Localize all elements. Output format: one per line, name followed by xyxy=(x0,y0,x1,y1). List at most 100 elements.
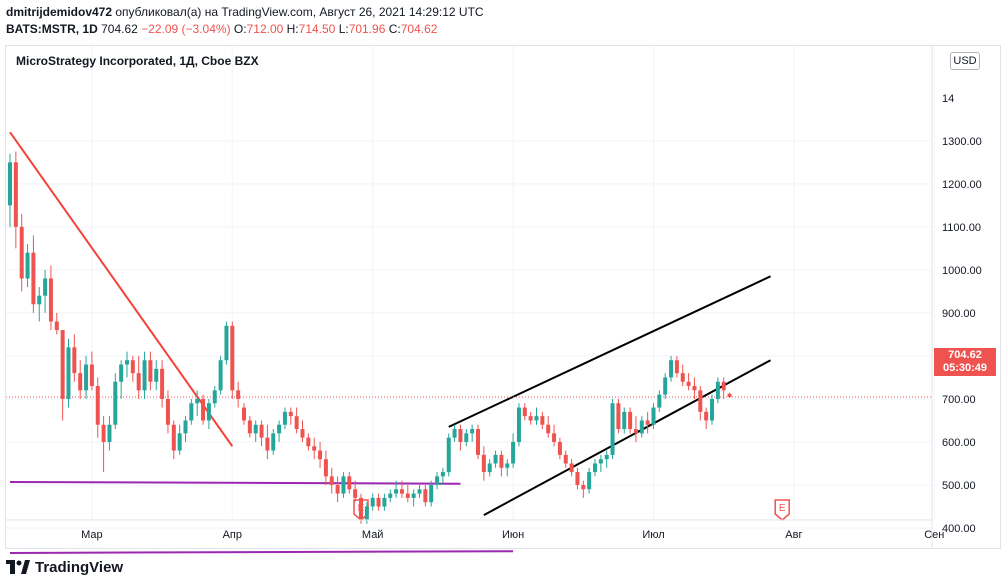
candle-body xyxy=(610,403,615,455)
chart-frame[interactable] xyxy=(5,45,1001,549)
candle-body xyxy=(446,437,451,473)
candle-body xyxy=(645,420,650,425)
candle-body xyxy=(212,390,217,404)
candle-body xyxy=(575,472,580,485)
candle-body xyxy=(259,424,264,438)
candle-body xyxy=(271,433,276,451)
candle-body xyxy=(359,497,363,520)
candle-body xyxy=(323,459,328,477)
y-tick-label: 700.00 xyxy=(942,394,976,406)
y-tick-label: 900.00 xyxy=(942,308,976,320)
candle-body xyxy=(674,360,679,374)
candle-body xyxy=(66,347,71,399)
candle-body xyxy=(435,476,440,485)
candle-body xyxy=(19,226,24,279)
candle-body xyxy=(598,459,603,464)
earnings-marker: E xyxy=(774,499,790,521)
candle-body xyxy=(247,420,252,434)
x-tick-label: Сен xyxy=(924,529,944,541)
candle-body xyxy=(616,403,621,430)
candle-body xyxy=(405,493,410,498)
tradingview-footer[interactable]: TradingView xyxy=(6,556,123,578)
candle-body xyxy=(54,321,59,331)
candle-body xyxy=(704,411,709,421)
candle-body xyxy=(201,398,206,421)
candle-body xyxy=(282,411,287,425)
candle-body xyxy=(78,373,83,391)
candle-body xyxy=(727,393,732,397)
high-label: H: xyxy=(286,22,299,36)
ohlc-line: BATS:MSTR, 1D 704.62 −22.09 (−3.04%) O:7… xyxy=(6,22,437,36)
candle-body xyxy=(189,403,194,421)
candle-body xyxy=(195,398,200,404)
candle-body xyxy=(604,454,609,460)
currency-button[interactable]: USD xyxy=(950,52,980,70)
candle-body xyxy=(136,373,141,391)
candle-body xyxy=(534,416,539,421)
candle-body xyxy=(382,497,387,507)
x-tick-label: Май xyxy=(362,529,384,541)
candle-body xyxy=(347,476,352,490)
candle-body xyxy=(353,489,358,498)
x-tick-label: Июл xyxy=(642,529,664,541)
drawing-horizontal-line xyxy=(9,550,514,554)
candle-body xyxy=(206,403,211,421)
candle-body xyxy=(218,360,223,391)
candle-body xyxy=(651,407,656,425)
candle-body xyxy=(715,381,720,399)
candle-body xyxy=(557,441,562,455)
current-price-label: 704.62 05:30:49 xyxy=(934,348,996,376)
candle-body xyxy=(265,437,270,451)
drawing-trendline xyxy=(9,131,234,447)
candle-body xyxy=(171,424,176,451)
candle-body xyxy=(593,463,597,473)
low-label: L: xyxy=(338,22,349,36)
author-name[interactable]: dmitrijdemidov472 xyxy=(6,5,113,19)
candle-body xyxy=(417,489,422,494)
current-price-value: 704.62 xyxy=(948,349,982,361)
candle-body xyxy=(37,295,42,305)
candle-body xyxy=(470,429,475,434)
published-text: опубликовал(а) на TradingView.com, Авгус… xyxy=(115,5,484,19)
candle-body xyxy=(224,325,229,361)
y-tick-label: 500.00 xyxy=(942,480,976,492)
candle-body xyxy=(516,407,521,442)
drawing-channel-upper xyxy=(448,275,771,428)
candle-body xyxy=(341,476,346,494)
earnings-marker-label: E xyxy=(779,503,786,514)
candle-body xyxy=(130,360,135,374)
candle-body xyxy=(692,386,697,391)
candle-body xyxy=(125,360,129,365)
candle-body xyxy=(569,463,574,473)
candle-body xyxy=(563,454,568,464)
y-tick-label: 1300.00 xyxy=(942,136,982,148)
candle-body xyxy=(119,364,124,382)
candle-body xyxy=(452,429,457,438)
candle-body xyxy=(528,416,533,421)
tradingview-logo-icon xyxy=(6,560,30,574)
y-tick-label: 1100.00 xyxy=(942,222,981,234)
candle-body xyxy=(686,381,691,387)
candle-body xyxy=(95,386,100,425)
open-label: O: xyxy=(233,22,247,36)
bar-countdown: 05:30:49 xyxy=(942,362,988,374)
candle-body xyxy=(505,463,510,468)
candle-body xyxy=(364,506,369,520)
candle-body xyxy=(440,472,445,477)
candle-body xyxy=(160,368,165,399)
candle-body xyxy=(230,325,235,391)
x-tick-label: Авг xyxy=(785,529,802,541)
candle-body xyxy=(522,407,527,417)
tradingview-brand: TradingView xyxy=(35,558,124,576)
candle-body xyxy=(552,433,557,442)
candle-body xyxy=(335,484,340,494)
candle-body xyxy=(411,493,416,498)
candle-body xyxy=(511,441,516,464)
symbol-label: BATS:MSTR, 1D xyxy=(6,22,98,36)
candle-body xyxy=(43,278,48,296)
candle-body xyxy=(84,364,89,391)
candle-body xyxy=(48,278,53,322)
candle-body xyxy=(183,420,188,434)
open-value: 712.00 xyxy=(246,22,284,36)
